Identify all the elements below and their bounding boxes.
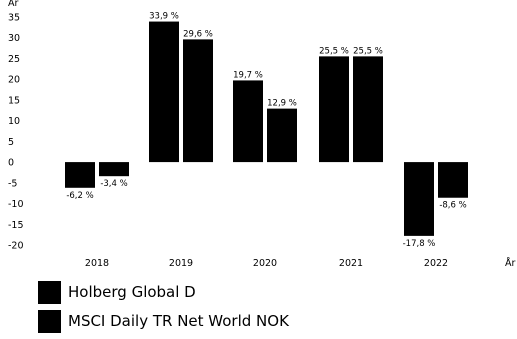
y-tick-label: 20 xyxy=(8,75,20,86)
bar-data-label: -17,8 % xyxy=(403,239,436,249)
y-tick-label: -5 xyxy=(8,178,17,189)
y-axis: 35 30 25 20 15 10 5 0 -5 -10 -15 -20 xyxy=(8,13,24,252)
x-axis: 2018 2019 2020 2021 2022 xyxy=(85,258,448,269)
bar-data-label: -3,4 % xyxy=(100,179,127,189)
legend: Holberg Global D MSCI Daily TR Net World… xyxy=(38,281,289,339)
x-tick-label: 2022 xyxy=(424,258,448,269)
x-tick-label: 2018 xyxy=(85,258,109,269)
bar xyxy=(319,56,349,163)
bars: -6,2 % 33,9 % 19,7 % 25,5 % -17,8 % -3,4 % 29,… xyxy=(65,12,468,249)
bar-data-label: 12,9 % xyxy=(267,99,297,109)
bar-data-label: 29,6 % xyxy=(183,29,213,39)
legend-label-holberg: Holberg Global D xyxy=(68,283,196,301)
y-tick-label: 5 xyxy=(8,137,14,148)
bar-data-label: 19,7 % xyxy=(233,70,263,80)
y-tick-label: 0 xyxy=(8,158,14,169)
bar xyxy=(438,162,468,198)
y-tick-label: 35 xyxy=(8,13,20,24)
bar xyxy=(65,162,95,188)
bar xyxy=(99,162,129,177)
y-tick-label: -10 xyxy=(8,199,24,210)
bar-data-label: -6,2 % xyxy=(66,191,93,201)
bar xyxy=(267,108,297,163)
bar-data-label: 25,5 % xyxy=(353,46,383,56)
chart: År 35 30 25 20 15 10 5 0 -5 -10 -15 -20 -6,2 % 33,9 … xyxy=(8,0,515,269)
x-tick-label: 2021 xyxy=(339,258,363,269)
y-tick-label: 10 xyxy=(8,116,20,127)
legend-swatch-holberg xyxy=(38,281,61,304)
legend-swatch-msci xyxy=(38,310,61,333)
bar xyxy=(233,80,263,163)
y-tick-label: 30 xyxy=(8,33,20,44)
y-tick-label: -15 xyxy=(8,220,24,231)
x-tick-label: 2020 xyxy=(253,258,277,269)
y-tick-label: -20 xyxy=(8,241,24,252)
legend-item: MSCI Daily TR Net World NOK xyxy=(38,310,289,333)
bar-data-label: -8,6 % xyxy=(439,201,466,211)
bar xyxy=(404,162,434,236)
x-axis-unit-label: År xyxy=(505,257,515,269)
bar-data-label: 33,9 % xyxy=(149,12,179,22)
bar-data-label: 25,5 % xyxy=(319,46,349,56)
x-tick-label: 2019 xyxy=(169,258,193,269)
y-tick-label: 25 xyxy=(8,54,20,65)
y-axis-unit-label: År xyxy=(8,0,18,9)
legend-label-msci: MSCI Daily TR Net World NOK xyxy=(68,312,289,330)
y-tick-label: 15 xyxy=(8,95,20,106)
bar xyxy=(149,21,179,163)
bar xyxy=(353,56,383,163)
bar xyxy=(183,39,213,163)
legend-item: Holberg Global D xyxy=(38,281,289,304)
